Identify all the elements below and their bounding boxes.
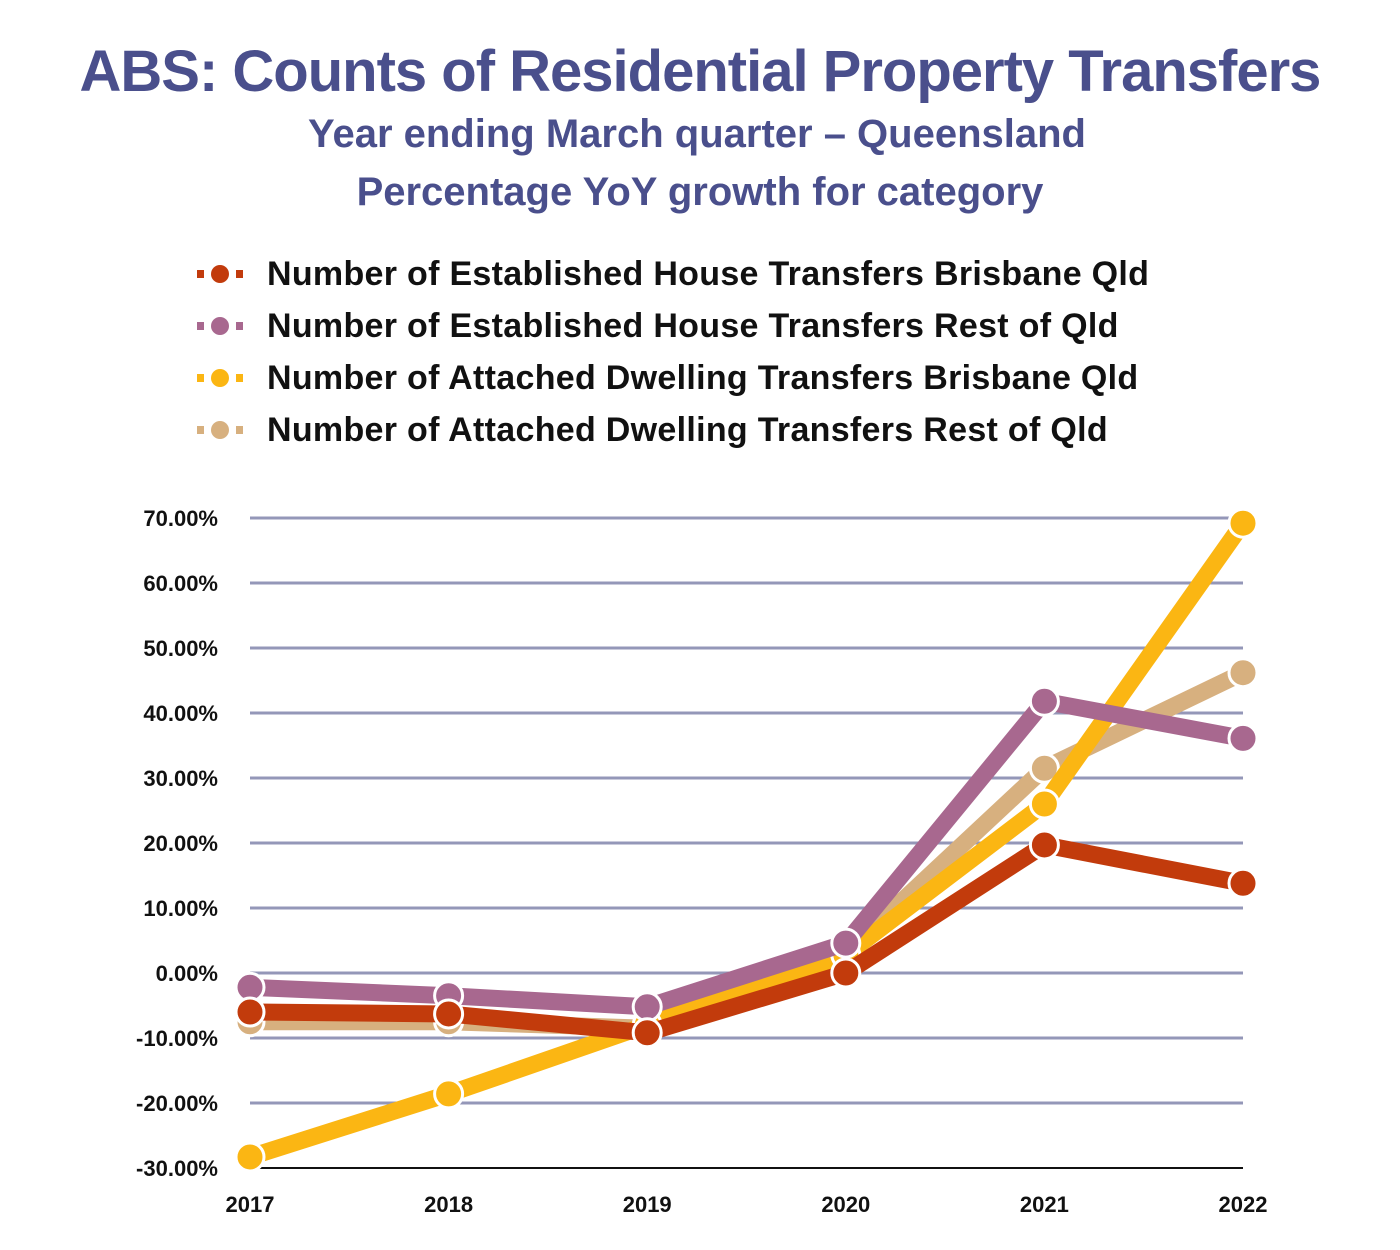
legend-dash (197, 374, 204, 382)
y-tick-label: 30.00% (143, 766, 218, 791)
chart-subtitle-2: Percentage YoY growth for category (356, 170, 1044, 214)
legend-dash (236, 322, 243, 330)
legend-item: Number of Established House Transfers Br… (195, 248, 1149, 300)
y-tick-label: 70.00% (143, 506, 218, 531)
legend-marker-icon (197, 369, 243, 387)
x-tick-label: 2019 (623, 1192, 672, 1217)
data-point (830, 957, 862, 989)
data-point (1227, 507, 1259, 539)
legend-dash (236, 426, 243, 434)
series-2 (234, 507, 1259, 1173)
y-tick-label: 10.00% (143, 896, 218, 921)
data-point (1227, 722, 1259, 754)
x-tick-label: 2021 (1020, 1192, 1069, 1217)
y-tick-label: 60.00% (143, 571, 218, 596)
data-point (1028, 685, 1060, 717)
data-point (1028, 829, 1060, 861)
legend-dash (197, 270, 204, 278)
legend-item: Number of Attached Dwelling Transfers Re… (195, 404, 1149, 456)
x-tick-label: 2022 (1219, 1192, 1268, 1217)
legend-dash (236, 374, 243, 382)
legend-marker-icon (197, 421, 243, 439)
legend-dot (211, 369, 229, 387)
data-point (234, 1141, 266, 1173)
legend: Number of Established House Transfers Br… (195, 248, 1149, 456)
series-line (249, 836, 1245, 1042)
y-tick-label: 50.00% (143, 636, 218, 661)
legend-dot (211, 421, 229, 439)
y-tick-label: 20.00% (143, 831, 218, 856)
data-point (631, 1017, 663, 1049)
legend-label: Number of Established House Transfers Br… (267, 254, 1150, 293)
y-tick-label: -30.00% (136, 1156, 218, 1181)
y-tick-label: -10.00% (136, 1026, 218, 1051)
data-point (1227, 867, 1259, 899)
legend-label: Number of Attached Dwelling Transfers Re… (267, 410, 1108, 449)
data-point (830, 927, 862, 959)
data-point (433, 998, 465, 1030)
data-point (1227, 657, 1259, 689)
chart-title: ABS: Counts of Residential Property Tran… (79, 39, 1322, 104)
x-tick-label: 2017 (226, 1192, 275, 1217)
data-point (234, 996, 266, 1028)
data-point (1028, 752, 1060, 784)
data-point (631, 991, 663, 1023)
data-point (1028, 788, 1060, 820)
legend-dot (211, 265, 229, 283)
series-line (247, 518, 1250, 1166)
y-tick-label: 0.00% (156, 961, 218, 986)
legend-dash (236, 270, 243, 278)
y-tick-label: 40.00% (143, 701, 218, 726)
legend-label: Number of Attached Dwelling Transfers Br… (267, 358, 1139, 397)
legend-item: Number of Attached Dwelling Transfers Br… (195, 352, 1149, 404)
series-line (249, 692, 1245, 1016)
legend-item: Number of Established House Transfers Re… (195, 300, 1149, 352)
legend-dash (197, 426, 204, 434)
legend-dash (197, 322, 204, 330)
legend-marker-icon (197, 317, 243, 335)
legend-dot (211, 317, 229, 335)
legend-label: Number of Established House Transfers Re… (267, 306, 1119, 345)
y-tick-label: -20.00% (136, 1091, 218, 1116)
series-0 (234, 829, 1259, 1049)
x-tick-label: 2018 (424, 1192, 473, 1217)
chart-subtitle-1: Year ending March quarter – Queensland (307, 112, 1086, 156)
data-point (433, 1078, 465, 1110)
legend-marker-icon (197, 265, 243, 283)
x-tick-label: 2020 (821, 1192, 870, 1217)
